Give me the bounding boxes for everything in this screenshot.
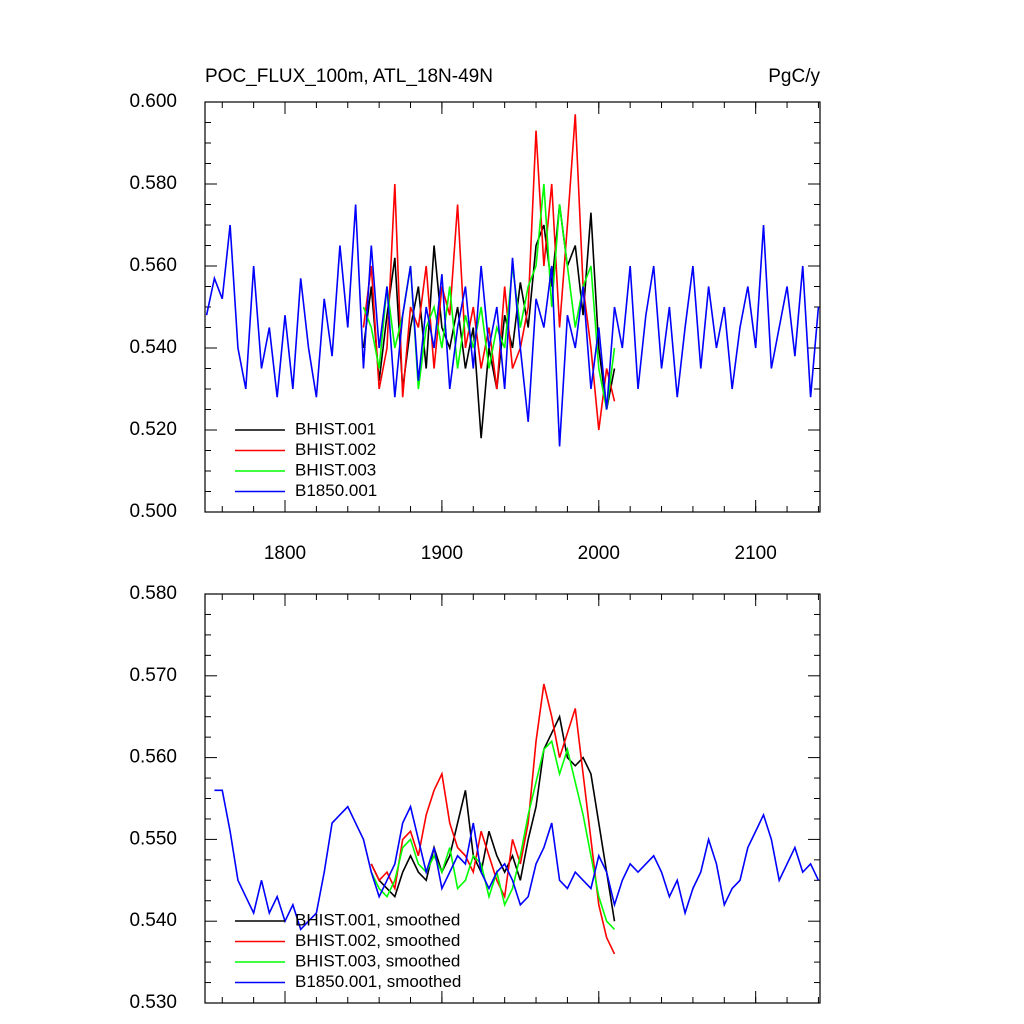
y-tick-label: 0.500 — [129, 501, 177, 522]
y-tick-label: 0.570 — [129, 665, 177, 686]
chart-title: POC_FLUX_100m, ATL_18N-49N — [205, 66, 493, 87]
legend-label: BHIST.002 — [295, 440, 376, 459]
series-line — [370, 683, 616, 955]
y-tick-label: 0.580 — [129, 173, 177, 194]
units-label: PgC/y — [768, 66, 820, 87]
series-line — [362, 114, 616, 431]
legend-label: BHIST.002, smoothed — [295, 931, 460, 950]
series-line — [370, 714, 616, 922]
y-tick-label: 0.550 — [129, 828, 177, 849]
series-line — [205, 204, 820, 447]
x-tick-label: 1900 — [421, 543, 463, 564]
legend-label: B1850.001, smoothed — [295, 972, 461, 991]
series-line — [370, 739, 616, 930]
y-tick-label: 0.540 — [129, 337, 177, 358]
y-tick-label: 0.540 — [129, 910, 177, 931]
y-tick-label: 0.560 — [129, 255, 177, 276]
y-tick-label: 0.580 — [129, 583, 177, 604]
legend-label: BHIST.003 — [295, 460, 376, 479]
series-line — [214, 789, 820, 931]
x-tick-label: 2000 — [578, 543, 620, 564]
legend-label: BHIST.001 — [295, 419, 376, 438]
y-tick-label: 0.520 — [129, 419, 177, 440]
y-tick-label: 0.530 — [129, 992, 177, 1013]
legend-label: B1850.001 — [295, 481, 377, 500]
x-tick-label: 2100 — [735, 543, 777, 564]
x-tick-label: 1800 — [264, 543, 306, 564]
y-tick-label: 0.600 — [129, 91, 177, 112]
legend-label: BHIST.003, smoothed — [295, 951, 460, 970]
legend-label: BHIST.001, smoothed — [295, 910, 460, 929]
y-tick-label: 0.560 — [129, 747, 177, 768]
